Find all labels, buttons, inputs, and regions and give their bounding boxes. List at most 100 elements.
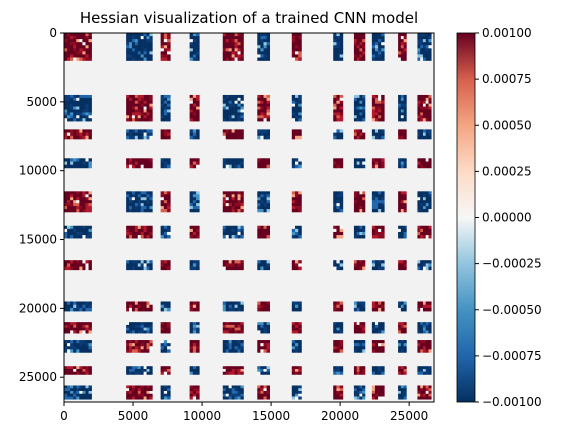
heatmap-cell xyxy=(371,109,376,113)
heatmap-cell xyxy=(336,206,340,210)
heatmap-cell xyxy=(333,231,337,236)
heatmap-cell xyxy=(420,197,424,201)
heatmap-cell xyxy=(374,36,379,40)
heatmap-cell xyxy=(371,231,376,236)
heatmap-cell xyxy=(228,260,232,264)
heatmap-cell xyxy=(260,51,264,55)
heatmap-cell xyxy=(422,54,427,58)
heatmap-cell xyxy=(362,203,366,207)
heatmap-cell xyxy=(336,225,340,230)
heatmap-cell xyxy=(73,161,77,166)
heatmap-cell xyxy=(163,388,168,392)
heatmap-cell xyxy=(263,235,267,239)
heatmap-cell xyxy=(79,33,83,37)
heatmap-cell xyxy=(234,97,238,102)
heatmap-cell xyxy=(140,206,144,210)
heatmap-cell xyxy=(263,94,267,99)
x-axis: 0 5000 10000 15000 20000 25000 xyxy=(60,402,428,423)
heatmap-cell xyxy=(333,324,337,328)
heatmap-cell xyxy=(88,390,92,395)
heatmap-cell xyxy=(266,39,271,43)
heatmap-cell xyxy=(225,48,229,52)
heatmap-cell xyxy=(137,135,141,140)
heatmap-cell xyxy=(82,200,86,204)
heatmap-cell xyxy=(79,103,83,107)
heatmap-cell xyxy=(76,135,80,140)
heatmap-cell xyxy=(73,94,77,99)
heatmap-cell xyxy=(88,322,92,326)
x-tick-label: 0 xyxy=(60,409,68,423)
heatmap-cell xyxy=(140,115,144,119)
heatmap-cell xyxy=(70,164,74,169)
heatmap-cell xyxy=(403,385,407,389)
heatmap-cell xyxy=(70,33,74,37)
heatmap-cell xyxy=(231,109,235,113)
heatmap-cell xyxy=(417,135,421,140)
heatmap-cell xyxy=(362,209,366,213)
heatmap-cell xyxy=(237,330,241,334)
heatmap-cell xyxy=(336,106,340,110)
heatmap-cell xyxy=(129,307,133,312)
heatmap-cell xyxy=(225,209,229,213)
heatmap-cell xyxy=(234,340,238,344)
heatmap-cell xyxy=(356,388,360,392)
heatmap-cell xyxy=(126,197,130,201)
heatmap-cell xyxy=(134,260,139,264)
heatmap-cell xyxy=(85,129,89,133)
heatmap-cell xyxy=(417,322,421,326)
heatmap-cell xyxy=(160,33,165,37)
heatmap-cell xyxy=(291,132,296,137)
heatmap-cell xyxy=(298,366,302,370)
heatmap-cell xyxy=(295,164,299,169)
heatmap-cell xyxy=(398,385,402,389)
heatmap-cell xyxy=(237,135,241,140)
heatmap-cell xyxy=(428,51,432,55)
heatmap-cell xyxy=(422,388,427,392)
heatmap-cell xyxy=(295,103,299,107)
heatmap-cell xyxy=(225,200,229,204)
heatmap-cell xyxy=(88,33,92,37)
heatmap-cell xyxy=(149,97,153,102)
heatmap-cell xyxy=(263,324,267,328)
heatmap-cell xyxy=(85,103,89,107)
heatmap-cell xyxy=(160,346,165,350)
heatmap-cell xyxy=(126,343,130,347)
heatmap-cell xyxy=(126,39,130,43)
heatmap-cell xyxy=(196,103,200,107)
heatmap-cell xyxy=(339,194,344,198)
heatmap-cell xyxy=(400,100,404,104)
heatmap-cell xyxy=(79,206,83,210)
heatmap-cell xyxy=(336,109,340,113)
heatmap-cell xyxy=(137,371,141,375)
heatmap-cell xyxy=(359,340,363,344)
heatmap-cell xyxy=(398,129,402,133)
heatmap-cell xyxy=(231,307,235,312)
heatmap-cell xyxy=(359,231,363,236)
heatmap-cell xyxy=(333,106,337,110)
heatmap-cell xyxy=(420,324,424,328)
heatmap-cell xyxy=(356,324,360,328)
heatmap-cell xyxy=(196,42,200,46)
heatmap-cell xyxy=(403,260,407,264)
heatmap-cell xyxy=(356,366,360,370)
heatmap-cell xyxy=(85,200,89,204)
heatmap-cell xyxy=(146,343,150,347)
heatmap-cell xyxy=(295,396,299,400)
heatmap-cell xyxy=(67,36,71,40)
heatmap-cell xyxy=(76,112,80,116)
heatmap-cell xyxy=(231,343,235,347)
heatmap-cell xyxy=(143,197,147,201)
heatmap-cell xyxy=(67,203,71,207)
heatmap-cell xyxy=(333,390,337,395)
heatmap-cell xyxy=(353,371,357,375)
heatmap-cell xyxy=(425,340,429,344)
heatmap-cell xyxy=(362,51,366,55)
heatmap-cell xyxy=(420,327,424,331)
heatmap-cell xyxy=(163,39,168,43)
heatmap-cell xyxy=(137,343,141,347)
heatmap-cell xyxy=(70,390,74,395)
heatmap-cell xyxy=(64,106,68,110)
heatmap-cell xyxy=(196,129,200,133)
heatmap-cell xyxy=(381,109,385,113)
heatmap-cell xyxy=(378,235,382,239)
